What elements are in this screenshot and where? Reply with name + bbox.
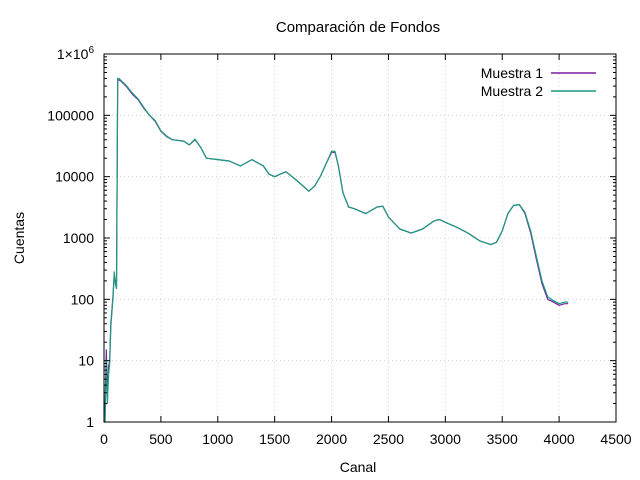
- y-tick-top-exponent: 6: [88, 45, 94, 56]
- y-tick-label: 1: [86, 414, 94, 430]
- y-tick-label: 10: [78, 353, 94, 369]
- grid: [104, 54, 616, 422]
- x-tick-label: 3500: [487, 431, 518, 447]
- x-tick-label: 500: [149, 431, 173, 447]
- y-tick-label: 100: [71, 291, 95, 307]
- legend-label-1: Muestra 1: [481, 65, 543, 81]
- x-tick-label: 1500: [259, 431, 290, 447]
- y-tick-top-mantissa: 1×10: [57, 46, 89, 62]
- legend: Muestra 1 Muestra 2: [481, 65, 596, 99]
- x-tick-label: 1000: [202, 431, 233, 447]
- y-tick-label: 10000: [55, 169, 94, 185]
- x-tick-label: 4500: [600, 431, 631, 447]
- x-axis-label: Canal: [340, 459, 377, 475]
- y-tick-label: 100000: [47, 107, 94, 123]
- x-tick-label: 4000: [544, 431, 575, 447]
- x-tick-label: 2000: [316, 431, 347, 447]
- axis-ticks: [103, 53, 617, 423]
- y-tick-label-top: 1×106: [57, 45, 95, 62]
- y-axis-label: Cuentas: [11, 212, 27, 264]
- x-tick-label: 0: [100, 431, 108, 447]
- series-line-2: [104, 77, 569, 423]
- x-tick-label: 2500: [373, 431, 404, 447]
- x-tick-label: 3000: [430, 431, 461, 447]
- series-layer: [103, 77, 569, 423]
- chart-title: Comparación de Fondos: [276, 19, 440, 36]
- series-line-1: [103, 79, 569, 423]
- legend-label-2: Muestra 2: [481, 83, 543, 99]
- y-tick-label: 1000: [63, 230, 94, 246]
